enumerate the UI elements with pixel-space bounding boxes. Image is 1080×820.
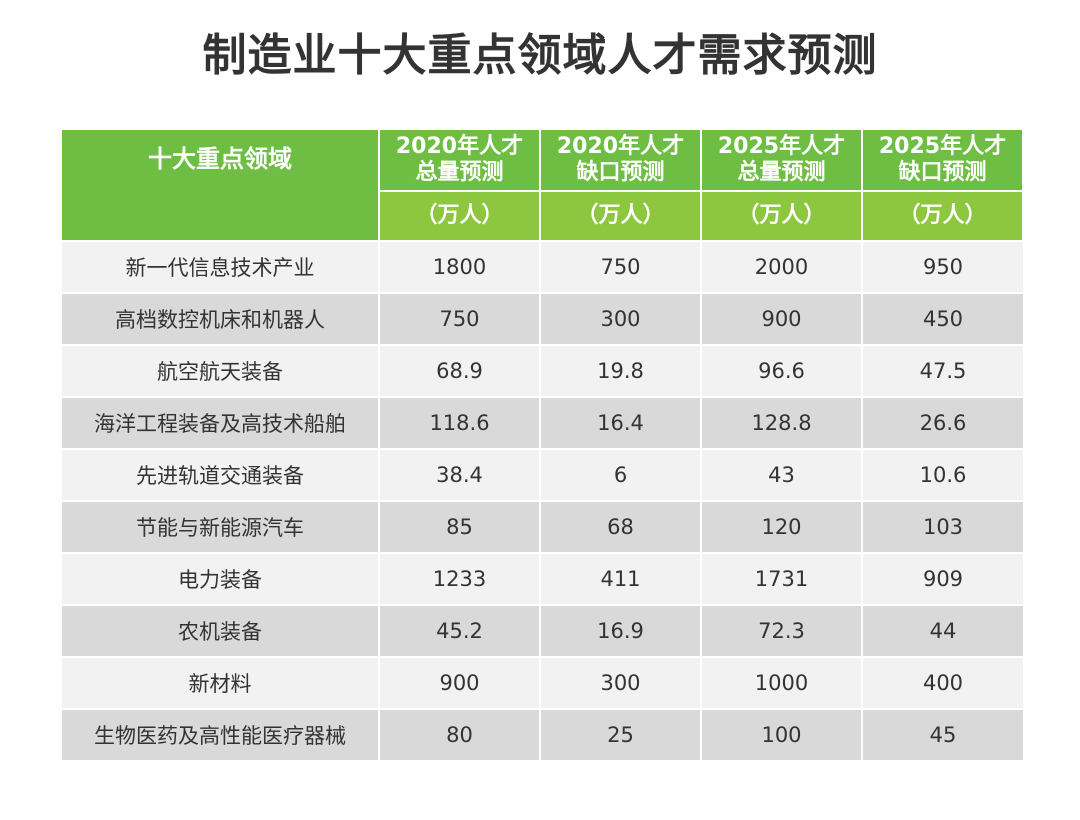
column-header-line1: 2020年人才 — [395, 134, 524, 159]
column-header-line1: 2020年人才 — [556, 134, 685, 159]
domain-cell: 先进轨道交通装备 — [60, 448, 379, 502]
column-header-2025-gap: 2025年人才 缺口预测 — [861, 128, 1024, 192]
value-cell: 47.5 — [861, 344, 1023, 398]
table-row: 航空航天装备 68.9 19.8 96.6 47.5 — [60, 344, 1023, 398]
value-cell: 85 — [378, 500, 540, 554]
value-cell: 68.9 — [378, 344, 540, 398]
value-cell: 750 — [378, 292, 540, 346]
value-cell: 2000 — [700, 240, 862, 294]
value-cell: 72.3 — [700, 604, 862, 658]
table-row: 节能与新能源汽车 85 68 120 103 — [60, 500, 1023, 554]
domain-column-header: 十大重点领域 — [60, 128, 380, 242]
value-cell: 1731 — [700, 552, 862, 606]
column-header-line2: 总量预测 — [415, 160, 504, 185]
column-header-line2: 缺口预测 — [576, 160, 665, 185]
page-title: 制造业十大重点领域人才需求预测 — [202, 30, 878, 81]
value-cell: 900 — [378, 656, 540, 710]
unit-label: （万人） — [861, 190, 1024, 242]
table-row: 海洋工程装备及高技术船舶 118.6 16.4 128.8 26.6 — [60, 396, 1023, 450]
domain-column-label: 十大重点领域 — [148, 145, 292, 173]
value-cell: 6 — [539, 448, 701, 502]
value-cell: 450 — [861, 292, 1023, 346]
value-cell: 43 — [700, 448, 862, 502]
domain-cell: 生物医药及高性能医疗器械 — [60, 708, 379, 762]
value-cell: 300 — [539, 656, 701, 710]
column-header-2020-total: 2020年人才 总量预测 — [378, 128, 541, 192]
column-header-line2: 总量预测 — [737, 160, 826, 185]
column-header-line1: 2025年人才 — [878, 134, 1007, 159]
table-row: 高档数控机床和机器人 750 300 900 450 — [60, 292, 1023, 346]
value-cell: 128.8 — [700, 396, 862, 450]
value-cell: 45 — [861, 708, 1023, 762]
domain-cell: 海洋工程装备及高技术船舶 — [60, 396, 379, 450]
value-cell: 38.4 — [378, 448, 540, 502]
value-cell: 16.4 — [539, 396, 701, 450]
value-cell: 909 — [861, 552, 1023, 606]
value-cell: 120 — [700, 500, 862, 554]
table-row: 新一代信息技术产业 1800 750 2000 950 — [60, 240, 1023, 294]
value-cell: 19.8 — [539, 344, 701, 398]
value-cell: 411 — [539, 552, 701, 606]
domain-cell: 航空航天装备 — [60, 344, 379, 398]
domain-cell: 节能与新能源汽车 — [60, 500, 379, 554]
header-row-titles: 十大重点领域 2020年人才 总量预测 2020年人才 缺口预测 2025年人才… — [60, 128, 1024, 242]
unit-label: （万人） — [700, 190, 863, 242]
table-row: 新材料 900 300 1000 400 — [60, 656, 1023, 710]
value-cell: 900 — [700, 292, 862, 346]
value-cell: 400 — [861, 656, 1023, 710]
table-row: 生物医药及高性能医疗器械 80 25 100 45 — [60, 708, 1023, 762]
value-cell: 80 — [378, 708, 540, 762]
value-cell: 1233 — [378, 552, 540, 606]
table-row: 电力装备 1233 411 1731 909 — [60, 552, 1023, 606]
value-cell: 26.6 — [861, 396, 1023, 450]
value-cell: 44 — [861, 604, 1023, 658]
value-cell: 16.9 — [539, 604, 701, 658]
value-cell: 950 — [861, 240, 1023, 294]
value-cell: 10.6 — [861, 448, 1023, 502]
unit-label: （万人） — [378, 190, 541, 242]
value-cell: 68 — [539, 500, 701, 554]
value-cell: 25 — [539, 708, 701, 762]
value-cell: 118.6 — [378, 396, 540, 450]
value-cell: 96.6 — [700, 344, 862, 398]
column-header-2020-gap: 2020年人才 缺口预测 — [539, 128, 702, 192]
value-cell: 100 — [700, 708, 862, 762]
domain-cell: 高档数控机床和机器人 — [60, 292, 379, 346]
column-header-line2: 缺口预测 — [898, 160, 987, 185]
domain-cell: 新一代信息技术产业 — [60, 240, 379, 294]
value-cell: 750 — [539, 240, 701, 294]
column-header-line1: 2025年人才 — [717, 134, 846, 159]
value-cell: 1000 — [700, 656, 862, 710]
domain-cell: 新材料 — [60, 656, 379, 710]
unit-label: （万人） — [539, 190, 702, 242]
value-cell: 1800 — [378, 240, 540, 294]
table-row: 农机装备 45.2 16.9 72.3 44 — [60, 604, 1023, 658]
domain-cell: 农机装备 — [60, 604, 379, 658]
talent-forecast-table: 十大重点领域 2020年人才 总量预测 2020年人才 缺口预测 2025年人才… — [60, 128, 1024, 762]
header-row-units: （万人） （万人） （万人） （万人） — [61, 190, 1024, 242]
table-row: 先进轨道交通装备 38.4 6 43 10.6 — [60, 448, 1023, 502]
domain-cell: 电力装备 — [60, 552, 379, 606]
value-cell: 45.2 — [378, 604, 540, 658]
column-header-2025-total: 2025年人才 总量预测 — [700, 128, 863, 192]
value-cell: 103 — [861, 500, 1023, 554]
value-cell: 300 — [539, 292, 701, 346]
